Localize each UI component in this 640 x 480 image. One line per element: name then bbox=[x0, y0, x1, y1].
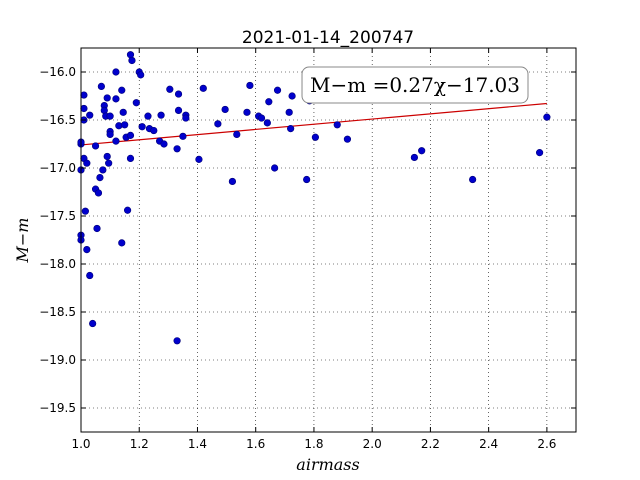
data-point bbox=[103, 94, 111, 102]
x-axis-label: airmass bbox=[296, 455, 359, 474]
data-point bbox=[86, 111, 94, 119]
data-point bbox=[288, 92, 296, 100]
annotation-box bbox=[301, 66, 529, 104]
data-point bbox=[418, 147, 426, 155]
data-point bbox=[263, 119, 271, 127]
data-point bbox=[99, 166, 107, 174]
data-point bbox=[221, 105, 229, 114]
data-point bbox=[469, 175, 477, 184]
data-point bbox=[86, 271, 94, 280]
data-point bbox=[97, 82, 105, 90]
data-point bbox=[103, 152, 111, 161]
plot-area bbox=[80, 47, 577, 433]
fit-equation: M−m =0.27χ−17.03 bbox=[310, 73, 520, 97]
x-tick-label: 1.6 bbox=[246, 437, 265, 451]
data-point bbox=[121, 121, 129, 129]
data-point bbox=[199, 84, 207, 92]
x-tick-label: 2.0 bbox=[363, 437, 382, 451]
axis-ticks: 1.0 1.2 1.4 1.6 1.8 2.0 2.2 2.4 2.6 −16.0 −16.5 −17… bbox=[39, 48, 576, 451]
y-tick-label: −18.0 bbox=[39, 257, 76, 271]
y-tick-label: −18.5 bbox=[39, 305, 76, 319]
data-point bbox=[144, 112, 152, 120]
data-point bbox=[80, 91, 88, 99]
data-point bbox=[157, 111, 165, 119]
data-point bbox=[106, 130, 114, 138]
data-point bbox=[536, 149, 544, 157]
data-point bbox=[265, 98, 273, 106]
data-point bbox=[287, 125, 295, 133]
x-tick-label: 2.2 bbox=[421, 437, 440, 451]
data-point bbox=[118, 239, 126, 247]
data-point bbox=[96, 174, 104, 182]
data-point bbox=[119, 108, 127, 116]
data-point bbox=[128, 56, 136, 65]
data-point bbox=[105, 159, 113, 167]
data-point bbox=[228, 177, 237, 186]
data-point bbox=[112, 137, 120, 145]
data-point bbox=[137, 71, 145, 79]
y-tick-label: −16.5 bbox=[39, 113, 76, 127]
data-point bbox=[311, 133, 319, 141]
y-axis-label: M−m bbox=[13, 218, 32, 264]
y-tick-label: −19.0 bbox=[39, 353, 76, 367]
data-point bbox=[214, 120, 222, 128]
data-point bbox=[343, 135, 352, 143]
data-point bbox=[543, 113, 551, 121]
data-point bbox=[80, 104, 88, 113]
data-point bbox=[195, 155, 203, 163]
data-point bbox=[333, 121, 341, 129]
data-point bbox=[246, 81, 254, 90]
x-tick-label: 1.8 bbox=[304, 437, 323, 451]
data-point bbox=[173, 145, 181, 153]
x-tick-label: 1.2 bbox=[130, 437, 149, 451]
data-point bbox=[303, 175, 311, 184]
data-point bbox=[166, 85, 174, 93]
data-point bbox=[94, 189, 103, 197]
data-point bbox=[243, 108, 251, 116]
y-tick-label: −17.0 bbox=[39, 161, 76, 175]
data-point bbox=[233, 130, 241, 138]
data-point bbox=[271, 164, 279, 172]
data-point bbox=[81, 207, 89, 215]
y-tick-label: −16.0 bbox=[39, 65, 76, 79]
data-point bbox=[112, 95, 120, 103]
x-tick-label: 2.4 bbox=[479, 437, 498, 451]
data-point bbox=[126, 154, 135, 162]
y-tick-label: −19.5 bbox=[39, 401, 76, 415]
x-tick-label: 2.6 bbox=[537, 437, 556, 451]
data-point bbox=[173, 337, 181, 345]
data-point bbox=[93, 224, 101, 233]
data-point bbox=[112, 68, 120, 76]
data-point bbox=[89, 319, 97, 328]
data-point bbox=[410, 153, 418, 162]
data-point bbox=[123, 206, 132, 214]
data-point bbox=[174, 90, 183, 98]
data-point bbox=[106, 112, 114, 120]
chart-title: 2021-01-14_200747 bbox=[242, 28, 414, 48]
data-point bbox=[83, 246, 91, 254]
data-point bbox=[118, 86, 126, 94]
data-point bbox=[91, 142, 100, 150]
data-point bbox=[115, 122, 123, 130]
data-point bbox=[160, 140, 168, 148]
data-point bbox=[83, 159, 91, 167]
data-point bbox=[179, 132, 187, 140]
data-point bbox=[273, 86, 282, 94]
data-point bbox=[285, 108, 293, 116]
data-point bbox=[132, 99, 140, 107]
data-point bbox=[150, 126, 158, 135]
data-point bbox=[174, 106, 183, 114]
y-tick-label: −17.5 bbox=[39, 209, 76, 223]
x-tick-label: 1.0 bbox=[71, 437, 90, 451]
data-points bbox=[77, 51, 551, 345]
data-point bbox=[182, 114, 190, 122]
data-point bbox=[138, 123, 146, 131]
data-point bbox=[126, 131, 135, 139]
x-tick-label: 1.4 bbox=[188, 437, 207, 451]
data-point bbox=[257, 114, 266, 122]
fit-equation-box: M−m =0.27χ−17.03 bbox=[301, 66, 529, 104]
grid bbox=[80, 48, 576, 432]
